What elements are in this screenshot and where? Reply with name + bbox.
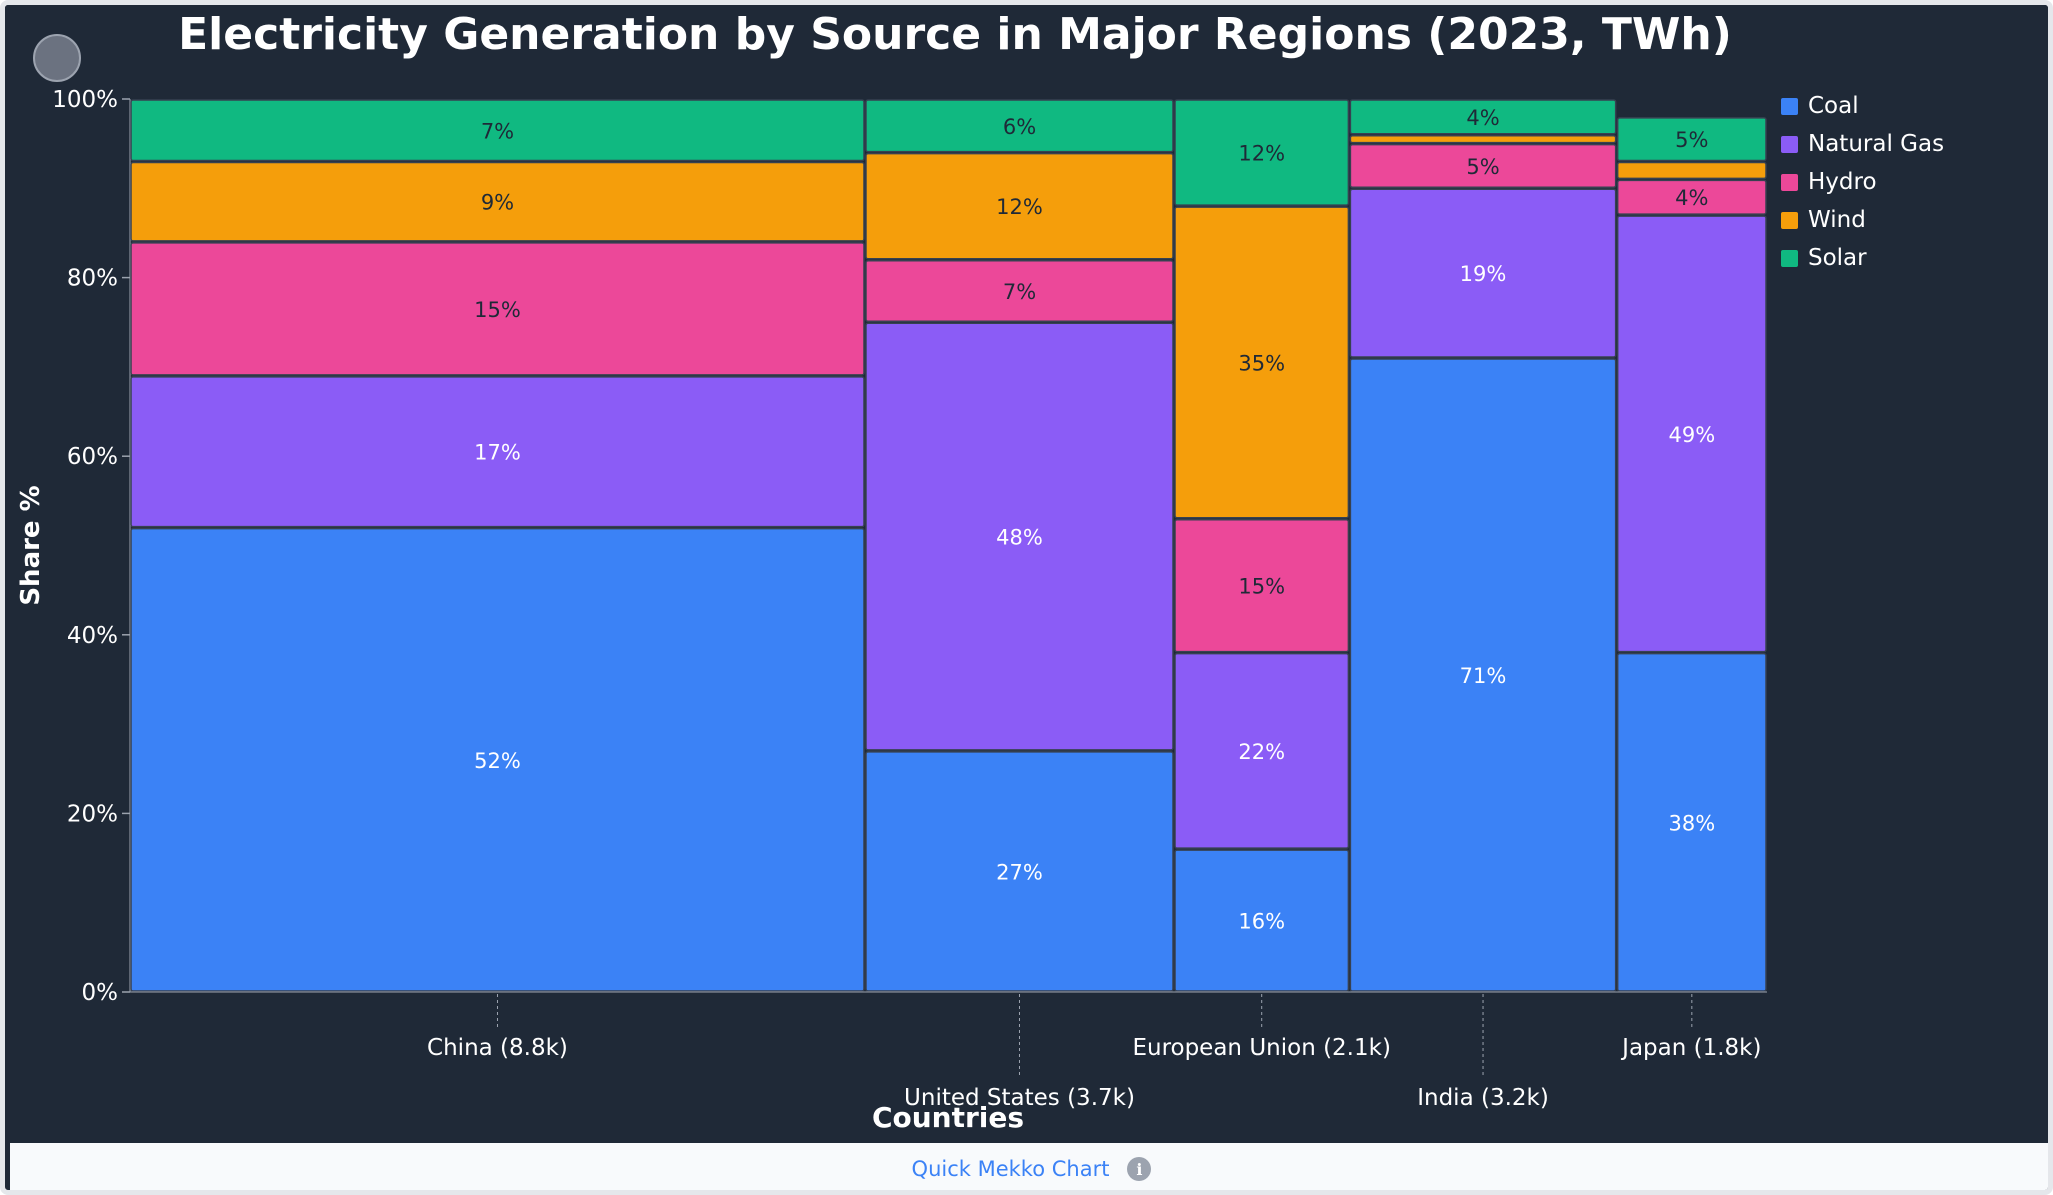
mekko-chart: 0% 20% 40% 60% 80% 100% Share % 52% 17% 15% 9% 7% Ch… [16,87,1767,1134]
segment-hydro [130,242,865,376]
segment-coal [1174,849,1350,992]
avatar[interactable] [33,34,81,82]
data-label: 52% [474,749,521,773]
segment-natural-gas [1349,188,1617,358]
data-label: 19% [1460,262,1507,286]
legend-item-wind[interactable]: Wind [1781,207,1944,233]
data-label: 7% [1003,280,1036,304]
legend-label: Hydro [1808,169,1877,195]
segment-natural-gas [130,376,865,528]
segment-natural-gas [865,322,1174,751]
data-label: 12% [996,195,1043,219]
x-axis-title: Countries [872,1101,1024,1134]
segment-natural-gas [1174,652,1350,849]
segment-wind [1174,206,1350,519]
data-label: 5% [1675,128,1708,152]
segment-hydro [1616,179,1767,215]
y-tick-label: 20% [67,801,118,827]
segment-wind [1349,134,1617,144]
data-label: 7% [481,119,514,143]
chart-area: Electricity Generation by Source in Majo… [5,5,2048,1143]
y-tick-label: 0% [82,980,119,1006]
info-icon[interactable]: i [1127,1157,1152,1181]
legend-label: Solar [1808,245,1867,271]
y-tick-label: 60% [67,444,118,470]
data-label: 71% [1460,664,1507,688]
data-label: 35% [1238,351,1285,375]
segment-hydro [865,259,1174,323]
legend: Coal Natural Gas Hydro Wind Solar [1781,93,1944,271]
y-tick-label: 80% [67,266,118,292]
segment-coal [130,527,865,992]
data-label: 4% [1675,186,1708,210]
x-tick-label: United States (3.7k) [904,1085,1135,1111]
data-label: 48% [996,526,1043,550]
segment-solar [1174,99,1350,206]
segment-solar [1349,99,1617,135]
footer-bar: Quick Mekko Chart i [10,1143,2048,1190]
x-tick-label: European Union (2.1k) [1132,1035,1390,1061]
data-label: 15% [474,298,521,322]
segment-wind [130,161,865,242]
data-label: 49% [1668,423,1715,447]
data-label: 38% [1668,811,1715,835]
data-label: 4% [1466,106,1499,130]
segment-solar [1616,117,1767,162]
x-tick-label: India (3.2k) [1417,1085,1549,1111]
legend-item-solar[interactable]: Solar [1781,245,1944,271]
segment-coal [1349,358,1617,992]
segment-solar [865,99,1174,153]
data-label: 17% [474,441,521,465]
data-label: 15% [1238,575,1285,599]
data-label: 22% [1238,740,1285,764]
segment-hydro [1174,518,1350,653]
legend-swatch [1781,249,1798,267]
data-label: 27% [996,860,1043,884]
data-label: 9% [481,191,514,215]
y-tick-label: 100% [52,87,118,113]
legend-item-coal[interactable]: Coal [1781,93,1944,119]
x-tick-label: China (8.8k) [427,1035,568,1061]
segment-wind [865,152,1174,260]
legend-swatch [1781,135,1798,153]
data-label: 12% [1238,142,1285,166]
segment-solar [130,99,865,162]
segment-natural-gas [1616,215,1767,653]
chart-title: Electricity Generation by Source in Majo… [178,9,1732,60]
legend-swatch [1781,173,1798,191]
segment-wind [1616,161,1767,180]
quick-mekko-chart-link[interactable]: Quick Mekko Chart [911,1157,1110,1181]
legend-swatch [1781,211,1798,229]
data-label: 6% [1003,115,1036,139]
legend-item-hydro[interactable]: Hydro [1781,169,1944,195]
y-axis-title: Share % [16,485,46,605]
data-label: 5% [1466,155,1499,179]
data-label: 16% [1238,910,1285,934]
segment-hydro [1349,143,1617,189]
segment-coal [865,751,1174,992]
segment-coal [1616,652,1767,992]
x-tick-label: Japan (1.8k) [1620,1035,1761,1061]
y-tick-label: 40% [67,623,118,649]
legend-label: Natural Gas [1808,131,1945,157]
legend-label: Wind [1808,207,1866,233]
legend-item-natural-gas[interactable]: Natural Gas [1781,131,1944,157]
legend-swatch [1781,97,1798,115]
legend-label: Coal [1808,93,1859,119]
